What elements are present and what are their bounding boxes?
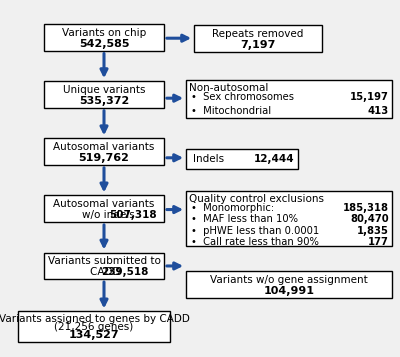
FancyBboxPatch shape (186, 149, 298, 169)
Text: Unique variants: Unique variants (63, 85, 145, 95)
Text: (21,256 genes): (21,256 genes) (54, 322, 134, 332)
Text: Indels: Indels (193, 154, 224, 164)
Text: 542,585: 542,585 (79, 39, 129, 49)
FancyBboxPatch shape (186, 80, 392, 118)
Text: 519,762: 519,762 (78, 153, 130, 163)
Text: •  Call rate less than 90%: • Call rate less than 90% (191, 237, 319, 247)
Text: Autosomal variants: Autosomal variants (53, 199, 155, 209)
Text: 15,197: 15,197 (350, 92, 389, 102)
Text: 507,318: 507,318 (109, 210, 156, 220)
Text: •  Monomorphic:: • Monomorphic: (191, 203, 274, 213)
Text: •  Sex chromosomes: • Sex chromosomes (191, 92, 294, 102)
FancyBboxPatch shape (18, 311, 170, 342)
Text: 104,991: 104,991 (264, 286, 314, 296)
Text: 239,518: 239,518 (102, 267, 149, 277)
Text: •  MAF less than 10%: • MAF less than 10% (191, 215, 298, 225)
Text: •  pHWE less than 0.0001: • pHWE less than 0.0001 (191, 226, 320, 236)
Text: 80,470: 80,470 (350, 215, 389, 225)
Text: Non-autosomal: Non-autosomal (189, 83, 268, 93)
FancyBboxPatch shape (44, 253, 164, 279)
Text: w/o indels: w/o indels (82, 210, 138, 220)
Text: •  Mitochondrial: • Mitochondrial (191, 106, 271, 116)
Text: Autosomal variants: Autosomal variants (53, 142, 155, 152)
Text: 134,527: 134,527 (69, 330, 119, 340)
Text: Variants submitted to: Variants submitted to (48, 256, 160, 266)
Text: Quality control exclusions: Quality control exclusions (189, 194, 324, 204)
FancyBboxPatch shape (44, 195, 164, 222)
FancyBboxPatch shape (194, 25, 322, 52)
Text: CADD: CADD (90, 267, 123, 277)
FancyBboxPatch shape (44, 139, 164, 165)
Text: 1,835: 1,835 (357, 226, 389, 236)
Text: 535,372: 535,372 (79, 96, 129, 106)
Text: 185,318: 185,318 (343, 203, 389, 213)
Text: 413: 413 (368, 106, 389, 116)
FancyBboxPatch shape (44, 81, 164, 108)
FancyBboxPatch shape (186, 271, 392, 298)
Text: Repeats removed: Repeats removed (212, 29, 304, 39)
Text: Variants assigned to genes by CADD: Variants assigned to genes by CADD (0, 314, 190, 324)
FancyBboxPatch shape (186, 191, 392, 246)
Text: 7,197: 7,197 (240, 40, 276, 50)
Text: Variants w/o gene assignment: Variants w/o gene assignment (210, 275, 368, 286)
Text: Variants on chip: Variants on chip (62, 28, 146, 38)
FancyBboxPatch shape (44, 24, 164, 51)
Text: 12,444: 12,444 (253, 154, 294, 164)
Text: 177: 177 (368, 237, 389, 247)
